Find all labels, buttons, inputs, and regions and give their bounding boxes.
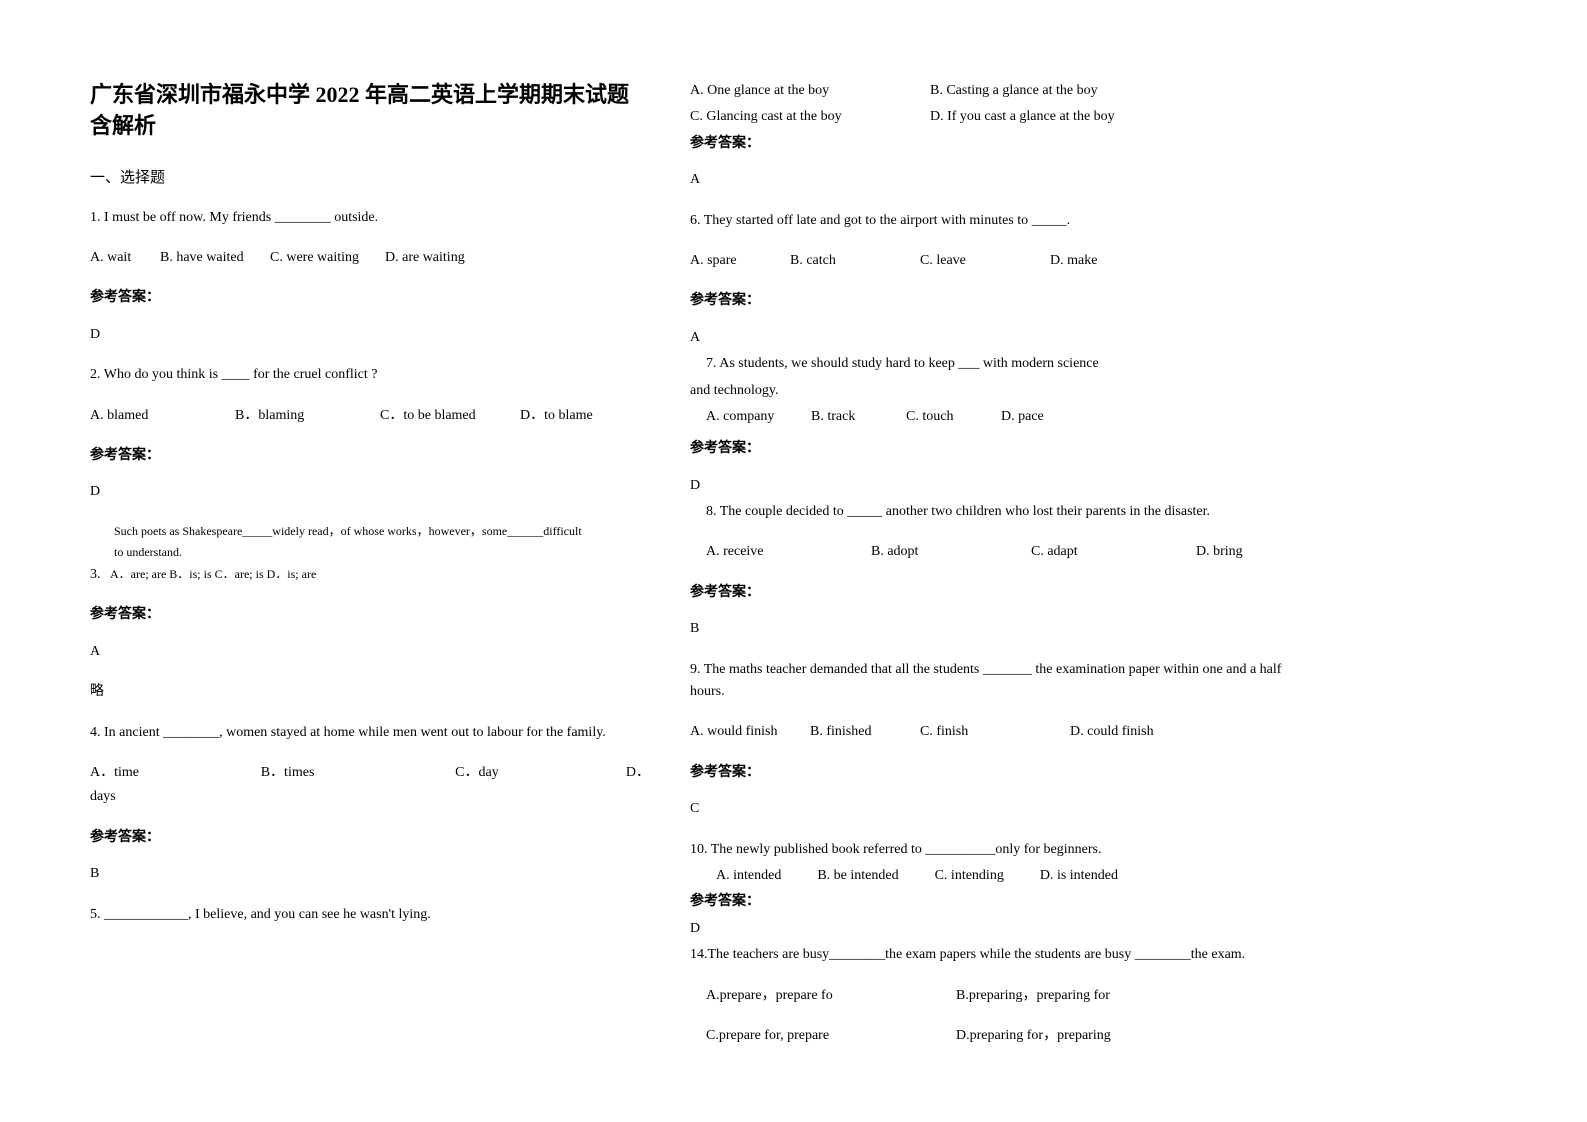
- q9-answer: C: [690, 798, 1290, 820]
- q7-answer: D: [690, 475, 1290, 497]
- q3-num-opts: 3. A．are; are B．is; is C．are; is D．is; a…: [90, 564, 650, 586]
- q6-options: A. spare B. catch C. leave D. make: [690, 250, 1290, 272]
- q5-opts-row1: A. One glance at the boy B. Casting a gl…: [690, 80, 1290, 102]
- q2-opt-c: C．to be blamed: [380, 405, 520, 427]
- q14-opts-row2: C.prepare for, prepare D.preparing for，p…: [690, 1025, 1290, 1047]
- q2-opt-b: B．blaming: [235, 405, 380, 427]
- q2-opt-d: D．to blame: [520, 405, 593, 427]
- q9-opt-c: C. finish: [920, 721, 1070, 743]
- q14-opt-b: B.preparing，preparing for: [956, 985, 1110, 1007]
- q10-answer: D: [690, 918, 1290, 940]
- q6-opt-a: A. spare: [690, 250, 790, 272]
- q4-opt-a: A．time: [90, 762, 261, 784]
- answer-label: 参考答案：: [690, 290, 1290, 312]
- q8-options: A. receive B. adopt C. adapt D. bring: [690, 541, 1290, 563]
- q5-opt-b: B. Casting a glance at the boy: [930, 80, 1098, 102]
- q9-opt-d: D. could finish: [1070, 721, 1154, 743]
- q8-answer: B: [690, 618, 1290, 640]
- q1-opt-d: D. are waiting: [385, 247, 465, 269]
- q5-opt-a: A. One glance at the boy: [690, 80, 930, 102]
- q7-opt-b: B. track: [811, 406, 906, 428]
- doc-title: 广东省深圳市福永中学 2022 年高二英语上学期期末试题含解析: [90, 80, 650, 142]
- q4-extra: days: [90, 786, 650, 808]
- exam-page: 广东省深圳市福永中学 2022 年高二英语上学期期末试题含解析 一、选择题 1.…: [0, 0, 1587, 1105]
- answer-label: 参考答案：: [690, 762, 1290, 784]
- q2-answer: D: [90, 481, 650, 503]
- q4-stem: 4. In ancient ________, women stayed at …: [90, 722, 650, 744]
- q10-stem: 10. The newly published book referred to…: [690, 839, 1290, 861]
- q14-stem: 14.The teachers are busy________the exam…: [690, 944, 1290, 966]
- q1-options: A. wait B. have waited C. were waiting D…: [90, 247, 650, 269]
- q1-opt-c: C. were waiting: [270, 247, 385, 269]
- answer-label: 参考答案：: [90, 445, 650, 467]
- q2-opt-a: A. blamed: [90, 405, 235, 427]
- q6-opt-c: C. leave: [920, 250, 1050, 272]
- q9-opt-b: B. finished: [810, 721, 920, 743]
- q10-opt-b: B. be intended: [817, 865, 898, 887]
- answer-label: 参考答案：: [90, 827, 650, 849]
- q3-block: Such poets as Shakespeare_____widely rea…: [90, 522, 650, 605]
- q10-opt-c: C. intending: [935, 865, 1004, 887]
- q3-note: 略: [90, 681, 650, 703]
- q14-opt-a: A.prepare，prepare fo: [706, 985, 956, 1007]
- answer-label: 参考答案：: [690, 582, 1290, 604]
- q7-opt-c: C. touch: [906, 406, 1001, 428]
- q14-opt-d: D.preparing for，preparing: [956, 1025, 1111, 1047]
- q10-opt-a: A. intended: [716, 865, 781, 887]
- q1-opt-b: B. have waited: [160, 247, 270, 269]
- right-column: A. One glance at the boy B. Casting a gl…: [690, 80, 1290, 1065]
- q7-opt-d: D. pace: [1001, 406, 1044, 428]
- q9-opt-a: A. would finish: [690, 721, 810, 743]
- q5-stem: 5. ____________, I believe, and you can …: [90, 904, 650, 926]
- q7-line2: and technology.: [690, 380, 1290, 402]
- q3-num: 3.: [90, 567, 101, 582]
- q5-opts-row2: C. Glancing cast at the boy D. If you ca…: [690, 106, 1290, 128]
- q2-options: A. blamed B．blaming C．to be blamed D．to …: [90, 405, 650, 427]
- q10-options: A. intended B. be intended C. intending …: [690, 865, 1290, 887]
- q1-stem: 1. I must be off now. My friends _______…: [90, 207, 650, 229]
- q3-opts: A．are; are B．is; is C．are; is D．is; are: [110, 567, 316, 581]
- q8-opt-c: C. adapt: [1031, 541, 1196, 563]
- q8-opt-b: B. adopt: [871, 541, 1031, 563]
- q6-answer: A: [690, 327, 1290, 349]
- q2-stem: 2. Who do you think is ____ for the crue…: [90, 364, 650, 386]
- q3-answer: A: [90, 641, 650, 663]
- q7-opt-a: A. company: [706, 406, 811, 428]
- q5-opt-d: D. If you cast a glance at the boy: [930, 106, 1115, 128]
- answer-label: 参考答案：: [90, 287, 650, 309]
- q1-answer: D: [90, 324, 650, 346]
- q4-answer: B: [90, 863, 650, 885]
- q14-opt-c: C.prepare for, prepare: [706, 1025, 956, 1047]
- answer-label: 参考答案：: [90, 604, 650, 626]
- answer-label: 参考答案：: [690, 891, 1290, 913]
- q7-options: A. company B. track C. touch D. pace: [690, 406, 1290, 428]
- q4-opt-b: B．times: [261, 762, 455, 784]
- q5-opt-c: C. Glancing cast at the boy: [690, 106, 930, 128]
- q3-line1: Such poets as Shakespeare_____widely rea…: [90, 522, 650, 541]
- q8-stem: 8. The couple decided to _____ another t…: [690, 501, 1290, 523]
- q4-opt-d: D．: [626, 762, 650, 784]
- answer-label: 参考答案：: [690, 438, 1290, 460]
- q8-opt-d: D. bring: [1196, 541, 1243, 563]
- q6-stem: 6. They started off late and got to the …: [690, 210, 1290, 232]
- left-column: 广东省深圳市福永中学 2022 年高二英语上学期期末试题含解析 一、选择题 1.…: [90, 80, 650, 1065]
- q1-opt-a: A. wait: [90, 247, 160, 269]
- q4-opt-c: C．day: [455, 762, 626, 784]
- q5-answer: A: [690, 169, 1290, 191]
- q3-line2: to understand.: [90, 543, 650, 562]
- q14-opts-row1: A.prepare，prepare fo B.preparing，prepari…: [690, 985, 1290, 1007]
- q7-line1: 7. As students, we should study hard to …: [690, 353, 1290, 375]
- q6-opt-d: D. make: [1050, 250, 1097, 272]
- q9-options: A. would finish B. finished C. finish D.…: [690, 721, 1290, 743]
- section-heading: 一、选择题: [90, 166, 650, 187]
- q10-opt-d: D. is intended: [1040, 865, 1118, 887]
- answer-label: 参考答案：: [690, 133, 1290, 155]
- q9-stem: 9. The maths teacher demanded that all t…: [690, 659, 1290, 704]
- q6-opt-b: B. catch: [790, 250, 920, 272]
- q8-opt-a: A. receive: [706, 541, 871, 563]
- q4-options: A．time B．times C．day D．: [90, 762, 650, 784]
